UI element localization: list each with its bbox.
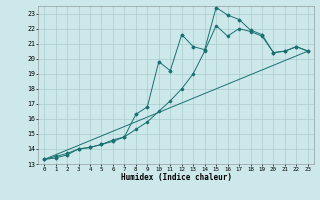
X-axis label: Humidex (Indice chaleur): Humidex (Indice chaleur) (121, 173, 231, 182)
